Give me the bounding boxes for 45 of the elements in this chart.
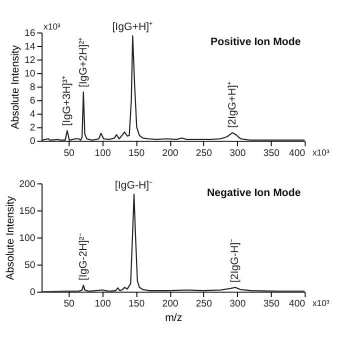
y-axis-title: Absolute Intensity bbox=[10, 44, 22, 130]
text: x10³ bbox=[44, 22, 61, 32]
x-tick-label: 150 bbox=[128, 298, 145, 310]
y-tick-label: 150 bbox=[19, 206, 36, 217]
x-tick-label: 200 bbox=[162, 298, 178, 310]
x-tick-label: 100 bbox=[94, 148, 111, 159]
annotation: [2IgG+H]⁺ bbox=[226, 81, 238, 128]
x-tick-label: 150 bbox=[128, 148, 145, 159]
annotation: [IgG-H]⁻ bbox=[114, 179, 154, 192]
x-tick-label: 350 bbox=[263, 148, 280, 159]
x-tick-label: 400 bbox=[289, 148, 306, 159]
y-tick-label: 200 bbox=[19, 178, 36, 190]
y-tick-label: 10 bbox=[24, 68, 36, 80]
annotation: [IgG+H]⁺ bbox=[112, 21, 154, 34]
y-tick-label: 0 bbox=[30, 287, 36, 298]
y-tick-label: 4 bbox=[30, 109, 36, 120]
x-tick-label: 50 bbox=[64, 298, 74, 310]
y-tick-label: 16 bbox=[24, 28, 36, 39]
x-tick-label: 200 bbox=[162, 148, 178, 159]
y-axis-title: Absolute Intensity bbox=[4, 195, 16, 280]
x-axis-title: m/z bbox=[165, 312, 182, 324]
y-tick-label: 2 bbox=[30, 122, 36, 134]
annotation: [2IgG-H]⁻ bbox=[229, 238, 242, 283]
x-tick-label: 350 bbox=[263, 298, 280, 310]
x-tick-label: 50 bbox=[64, 148, 74, 159]
y-tick-label: 12 bbox=[24, 54, 36, 66]
x-tick-label: 300 bbox=[230, 148, 246, 159]
text: x10³ bbox=[312, 298, 330, 308]
y-tick-label: 100 bbox=[19, 232, 36, 244]
y-tick-label: 0 bbox=[30, 136, 36, 148]
y-tick-label: 50 bbox=[24, 260, 36, 272]
x-tick-label: 100 bbox=[94, 298, 111, 310]
x-tick-label: 250 bbox=[196, 298, 212, 310]
y-tick-label: 14 bbox=[24, 41, 36, 52]
y-tick-label: 8 bbox=[30, 82, 36, 94]
x-tick-label: 300 bbox=[230, 298, 246, 310]
x-tick-label: 400 bbox=[289, 298, 306, 310]
text: x10³ bbox=[312, 147, 330, 158]
annotation: [IgG+3H]³⁺ bbox=[61, 75, 74, 126]
annotation: [IgG+2H]²⁺ bbox=[77, 36, 90, 88]
x-tick-label: 250 bbox=[196, 148, 212, 159]
chart-title: Positive Ion Mode bbox=[210, 36, 301, 48]
annotation: [IgG-2H]²⁻ bbox=[77, 232, 90, 280]
chart-title: Negative Ion Mode bbox=[206, 186, 301, 199]
y-tick-label: 6 bbox=[30, 96, 36, 107]
